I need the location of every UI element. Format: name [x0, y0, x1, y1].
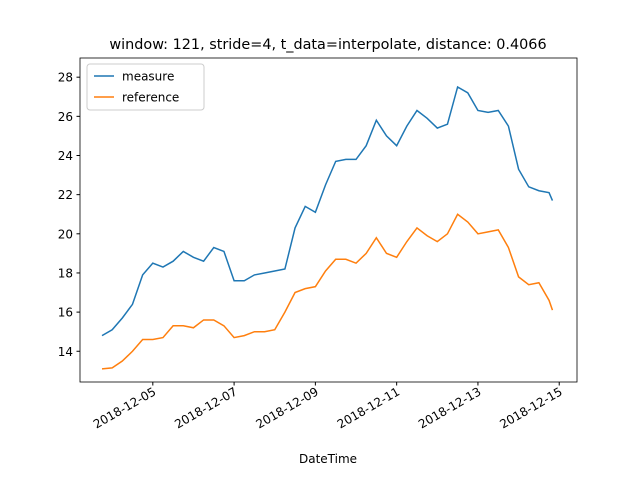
plot-frame — [79, 57, 578, 383]
y-tick-label: 16 — [58, 306, 73, 320]
legend-label: reference — [122, 91, 179, 105]
y-tick-label: 26 — [58, 110, 73, 124]
x-axis-label: DateTime — [299, 452, 357, 466]
legend-label: measure — [122, 70, 174, 84]
y-tick-label: 20 — [58, 227, 73, 241]
data-line — [101, 213, 554, 370]
y-tick-label: 28 — [58, 71, 73, 85]
x-tick-label: 2018-12-13 — [416, 384, 483, 431]
y-tick-label: 24 — [58, 149, 73, 163]
chart-title: window: 121, stride=4, t_data=interpolat… — [109, 37, 546, 53]
x-tick-label: 2018-12-11 — [335, 384, 402, 431]
data-line — [101, 85, 554, 337]
y-tick-label: 18 — [58, 266, 73, 280]
y-tick-label: 14 — [58, 345, 73, 359]
x-tick-label: 2018-12-09 — [253, 384, 320, 431]
legend: measure reference — [86, 63, 205, 111]
y-tick-label: 22 — [58, 188, 73, 202]
legend-box — [86, 63, 205, 111]
x-tick-label: 2018-12-05 — [91, 384, 158, 431]
x-tick-label: 2018-12-07 — [172, 384, 239, 431]
x-tick-label: 2018-12-15 — [497, 384, 564, 431]
